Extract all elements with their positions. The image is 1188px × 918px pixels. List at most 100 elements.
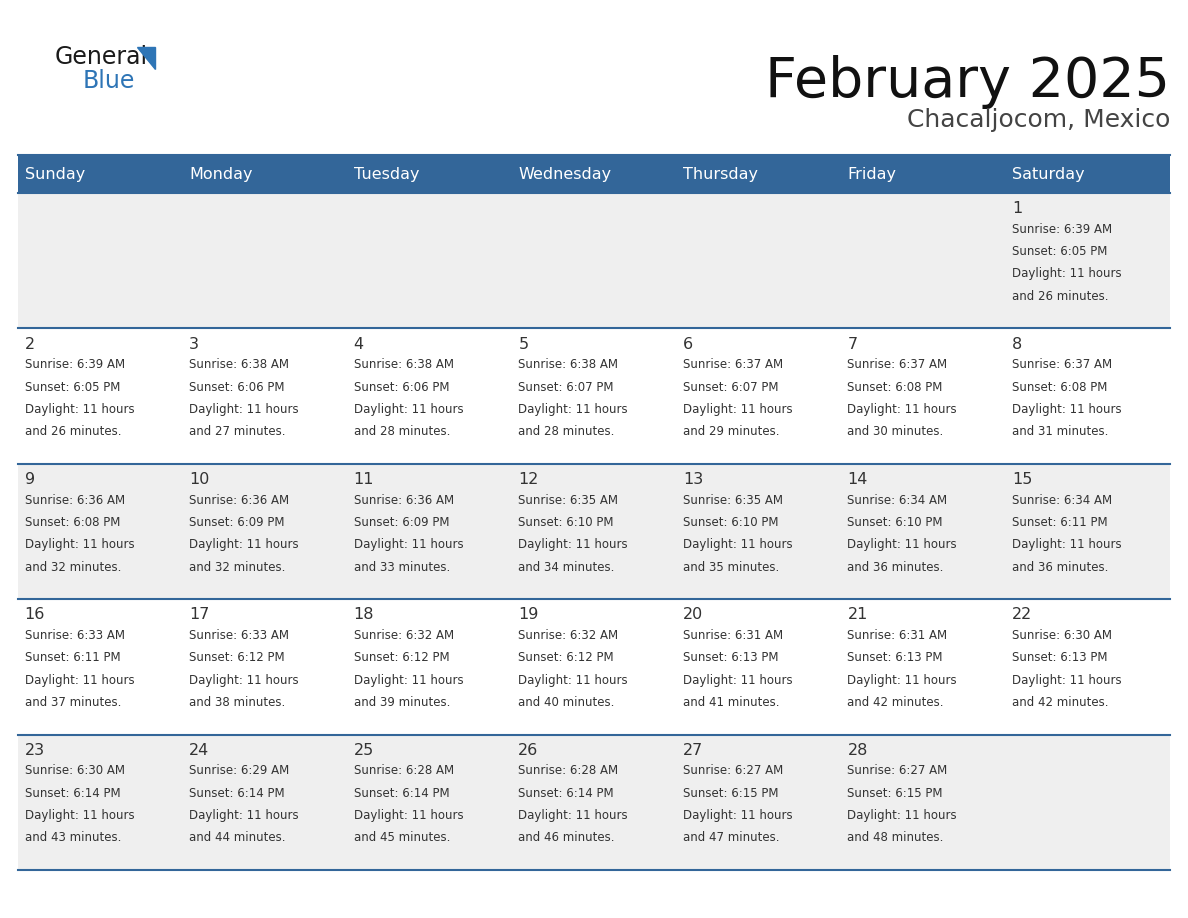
Bar [183, 734, 347, 870]
Text: 27: 27 [683, 743, 703, 757]
Text: Daylight: 11 hours: Daylight: 11 hours [189, 809, 298, 823]
Text: and 32 minutes.: and 32 minutes. [189, 561, 285, 574]
Text: 13: 13 [683, 472, 703, 487]
Text: Sunrise: 6:32 AM: Sunrise: 6:32 AM [354, 629, 454, 642]
Text: and 32 minutes.: and 32 minutes. [25, 561, 121, 574]
Text: Daylight: 11 hours: Daylight: 11 hours [847, 538, 958, 552]
Bar [1005, 464, 1170, 599]
Text: Blue: Blue [83, 69, 135, 93]
Text: Sunset: 6:12 PM: Sunset: 6:12 PM [354, 652, 449, 665]
Bar [841, 329, 1005, 464]
Text: and 26 minutes.: and 26 minutes. [1012, 290, 1108, 303]
Text: Daylight: 11 hours: Daylight: 11 hours [354, 674, 463, 687]
Text: Daylight: 11 hours: Daylight: 11 hours [683, 809, 792, 823]
Text: Sunset: 6:08 PM: Sunset: 6:08 PM [1012, 381, 1107, 394]
Text: Sunset: 6:06 PM: Sunset: 6:06 PM [189, 381, 285, 394]
Text: Sunset: 6:05 PM: Sunset: 6:05 PM [1012, 245, 1107, 258]
Text: Sunrise: 6:35 AM: Sunrise: 6:35 AM [518, 494, 618, 507]
Text: Daylight: 11 hours: Daylight: 11 hours [25, 403, 134, 416]
Text: Sunrise: 6:34 AM: Sunrise: 6:34 AM [847, 494, 948, 507]
Text: Sunset: 6:14 PM: Sunset: 6:14 PM [25, 787, 120, 800]
Bar [1005, 193, 1170, 329]
Text: Sunrise: 6:35 AM: Sunrise: 6:35 AM [683, 494, 783, 507]
Text: and 27 minutes.: and 27 minutes. [189, 425, 285, 438]
Text: and 48 minutes.: and 48 minutes. [847, 832, 943, 845]
Text: Sunset: 6:09 PM: Sunset: 6:09 PM [354, 516, 449, 529]
Text: Sunrise: 6:36 AM: Sunrise: 6:36 AM [354, 494, 454, 507]
Text: 2: 2 [25, 337, 34, 352]
Bar [183, 193, 347, 329]
Text: and 42 minutes.: and 42 minutes. [1012, 696, 1108, 709]
Text: Daylight: 11 hours: Daylight: 11 hours [1012, 674, 1121, 687]
Bar [18, 734, 183, 870]
Text: Sunrise: 6:34 AM: Sunrise: 6:34 AM [1012, 494, 1112, 507]
Bar [512, 599, 676, 734]
Text: Sunset: 6:07 PM: Sunset: 6:07 PM [518, 381, 614, 394]
Text: Sunset: 6:14 PM: Sunset: 6:14 PM [518, 787, 614, 800]
Text: and 41 minutes.: and 41 minutes. [683, 696, 779, 709]
Text: Sunset: 6:14 PM: Sunset: 6:14 PM [189, 787, 285, 800]
Text: Tuesday: Tuesday [354, 166, 419, 182]
Text: Sunrise: 6:37 AM: Sunrise: 6:37 AM [847, 358, 948, 371]
Text: 19: 19 [518, 608, 538, 622]
Bar [347, 599, 512, 734]
Bar [512, 329, 676, 464]
Text: Sunrise: 6:28 AM: Sunrise: 6:28 AM [354, 765, 454, 778]
Text: and 38 minutes.: and 38 minutes. [189, 696, 285, 709]
Bar [1005, 599, 1170, 734]
Text: Sunset: 6:13 PM: Sunset: 6:13 PM [683, 652, 778, 665]
Bar [512, 464, 676, 599]
Text: 15: 15 [1012, 472, 1032, 487]
Text: Sunset: 6:12 PM: Sunset: 6:12 PM [518, 652, 614, 665]
Text: and 34 minutes.: and 34 minutes. [518, 561, 614, 574]
Text: Daylight: 11 hours: Daylight: 11 hours [847, 809, 958, 823]
Bar [841, 599, 1005, 734]
Text: 28: 28 [847, 743, 867, 757]
Text: and 36 minutes.: and 36 minutes. [847, 561, 943, 574]
Text: 14: 14 [847, 472, 867, 487]
Text: Daylight: 11 hours: Daylight: 11 hours [354, 538, 463, 552]
Text: Daylight: 11 hours: Daylight: 11 hours [189, 538, 298, 552]
Text: February 2025: February 2025 [765, 55, 1170, 109]
Bar [18, 464, 183, 599]
Text: 8: 8 [1012, 337, 1022, 352]
Text: Sunset: 6:08 PM: Sunset: 6:08 PM [847, 381, 943, 394]
Text: 17: 17 [189, 608, 209, 622]
Text: Sunset: 6:06 PM: Sunset: 6:06 PM [354, 381, 449, 394]
Text: Sunrise: 6:39 AM: Sunrise: 6:39 AM [25, 358, 125, 371]
Text: and 47 minutes.: and 47 minutes. [683, 832, 779, 845]
Text: Sunrise: 6:32 AM: Sunrise: 6:32 AM [518, 629, 619, 642]
Text: Daylight: 11 hours: Daylight: 11 hours [1012, 267, 1121, 281]
Text: and 45 minutes.: and 45 minutes. [354, 832, 450, 845]
Text: Sunrise: 6:30 AM: Sunrise: 6:30 AM [25, 765, 125, 778]
Bar [347, 734, 512, 870]
Text: Daylight: 11 hours: Daylight: 11 hours [518, 538, 628, 552]
Text: Sunrise: 6:38 AM: Sunrise: 6:38 AM [189, 358, 289, 371]
Text: and 43 minutes.: and 43 minutes. [25, 832, 121, 845]
Text: Sunset: 6:09 PM: Sunset: 6:09 PM [189, 516, 285, 529]
Text: Friday: Friday [847, 166, 897, 182]
Bar [183, 155, 347, 193]
Bar [18, 329, 183, 464]
Bar [183, 464, 347, 599]
Bar [512, 155, 676, 193]
Text: 16: 16 [25, 608, 45, 622]
Text: Chacaljocom, Mexico: Chacaljocom, Mexico [906, 108, 1170, 132]
Text: Sunrise: 6:38 AM: Sunrise: 6:38 AM [518, 358, 618, 371]
Text: 21: 21 [847, 608, 867, 622]
Text: and 30 minutes.: and 30 minutes. [847, 425, 943, 438]
Text: and 44 minutes.: and 44 minutes. [189, 832, 285, 845]
Bar [841, 464, 1005, 599]
Text: Daylight: 11 hours: Daylight: 11 hours [25, 674, 134, 687]
Text: Daylight: 11 hours: Daylight: 11 hours [847, 674, 958, 687]
Bar [512, 193, 676, 329]
Bar [841, 193, 1005, 329]
Text: 6: 6 [683, 337, 693, 352]
Text: Sunrise: 6:36 AM: Sunrise: 6:36 AM [25, 494, 125, 507]
Bar [676, 329, 841, 464]
Bar [676, 193, 841, 329]
Bar [1005, 155, 1170, 193]
Text: 23: 23 [25, 743, 45, 757]
Bar [18, 193, 183, 329]
Text: and 39 minutes.: and 39 minutes. [354, 696, 450, 709]
